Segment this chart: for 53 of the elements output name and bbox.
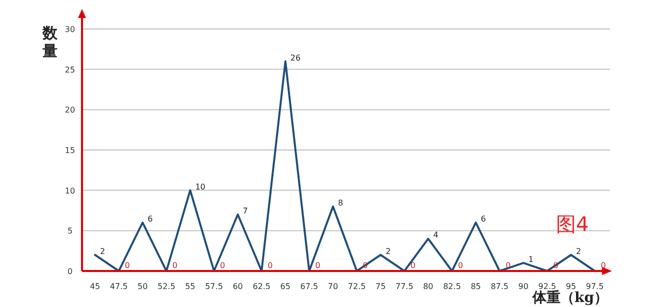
data-label: 6 [148,214,153,224]
data-label: 0 [553,261,558,270]
y-tick-label: 30 [64,25,76,34]
x-tick-label: 90 [518,282,528,291]
data-label: 8 [338,198,344,208]
x-tick-label: 62.5 [252,282,271,291]
x-tick-label: 97.5 [586,282,604,291]
data-label: 0 [268,261,273,270]
x-tick-label: 52.5 [157,282,176,291]
data-label: 7 [242,206,248,216]
data-label: 0 [124,261,130,270]
data-label: 26 [290,53,301,62]
x-tick-label: 82.5 [443,282,461,291]
x-axis-title: 体重（kg） [532,290,608,306]
data-label: 0 [220,261,226,270]
y-tick-label: 20 [64,106,76,115]
line-series [94,60,596,272]
data-label: 2 [386,246,391,256]
data-label: 0 [458,261,464,270]
data-label: 6 [480,214,486,224]
data-label: 2 [576,246,582,256]
y-tick-label: 25 [64,65,76,74]
x-tick-label: 80 [423,282,434,291]
x-tick-label: 95 [566,282,576,291]
x-tick-label: 75 [376,282,386,291]
x-tick-label: 47.5 [110,282,128,291]
annotation: 图4 [556,212,589,236]
data-label: 0 [410,261,416,270]
data-label: 0 [315,261,320,270]
y-axis-title: 数量 [42,24,58,60]
y-tick-label: 10 [64,186,76,196]
x-tick-label: 67.5 [300,282,318,291]
x-tick-label: 72.5 [348,282,366,291]
data-label: 2 [100,246,106,256]
data-label: 10 [195,182,206,192]
x-tick-label: 70 [328,282,338,291]
x-tick-label: 92.5 [538,282,556,291]
y-tick-label: 15 [64,146,76,155]
x-tick-label: 55 [185,282,196,291]
x-tick-label: 60 [232,282,243,291]
x-tick-label: 50 [138,282,148,291]
x-tick-label: 65 [280,282,290,291]
x-tick-label: 87.5 [490,282,509,291]
data-label: 1 [528,254,534,264]
data-label: 4 [433,230,438,240]
y-tick-label: 5 [67,226,73,236]
x-tick-label: 77.5 [395,282,414,291]
data-label: 0 [362,261,368,270]
data-label: 0 [172,261,178,270]
x-tick-label: 45 [90,282,100,291]
y-tick-label: 0 [67,267,73,276]
x-tick-label: 85 [470,282,481,291]
x-tick-label: 57.5 [205,282,223,291]
